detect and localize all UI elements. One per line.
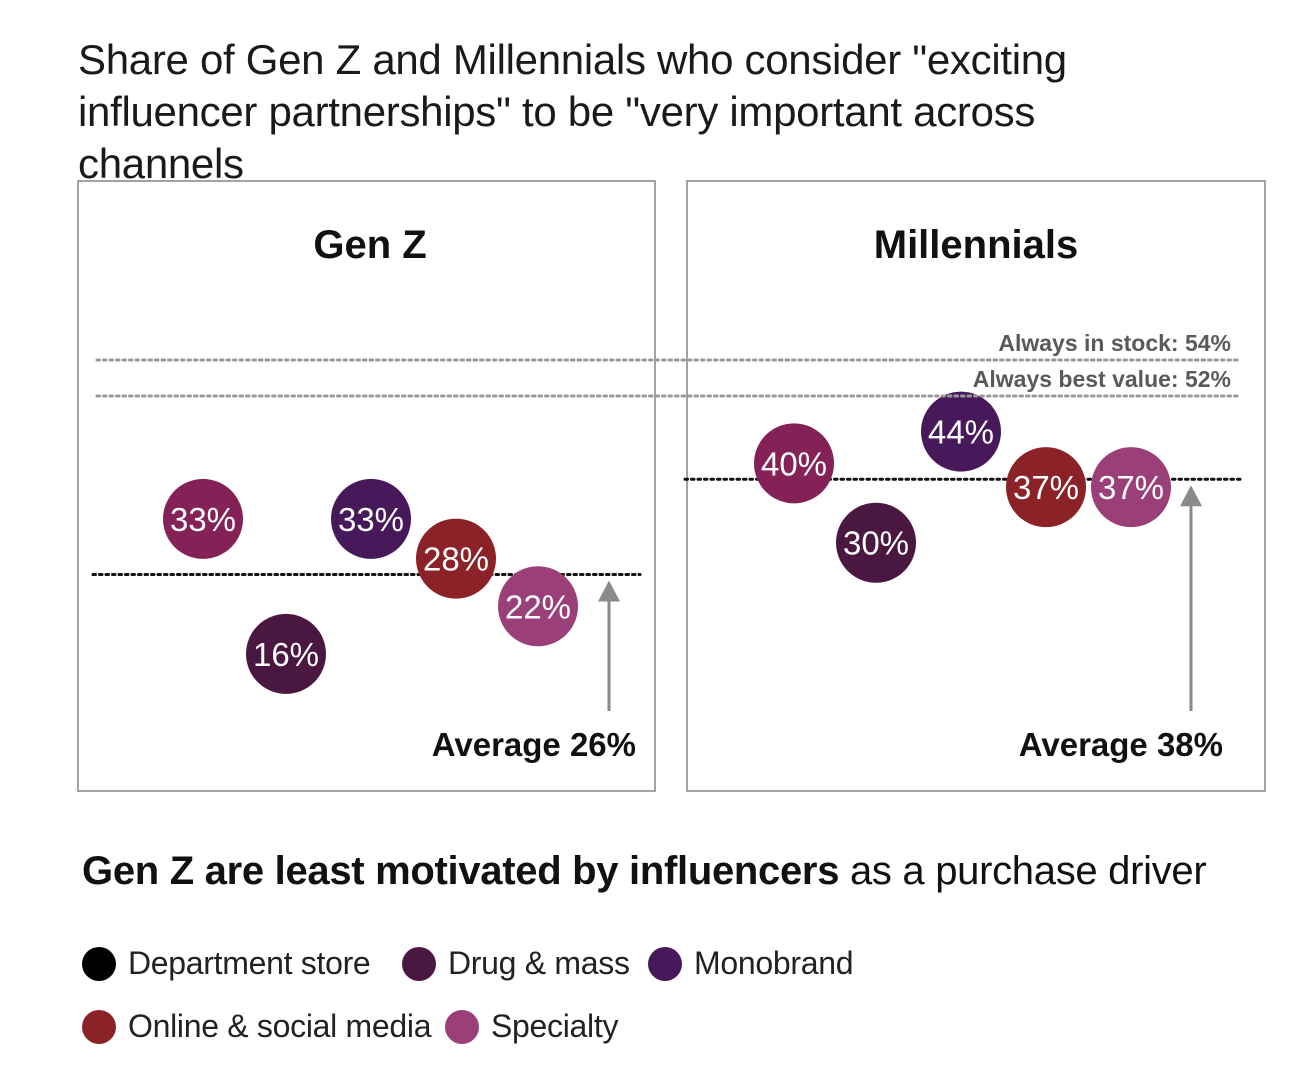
legend-item: Department store	[82, 945, 371, 982]
legend-label: Drug & mass	[448, 945, 630, 981]
legend-swatch	[82, 1009, 116, 1044]
legend-swatch	[445, 1009, 479, 1044]
data-point	[498, 566, 578, 647]
data-label: 22%	[505, 588, 571, 625]
data-label: 28%	[423, 541, 489, 578]
chart-title: Share of Gen Z and Millennials who consi…	[78, 36, 1067, 187]
legend-swatch	[648, 946, 682, 981]
legend-item: Specialty	[445, 1008, 618, 1045]
panel-title: Gen Z	[313, 223, 426, 267]
average-arrow-head	[598, 580, 620, 602]
data-point	[331, 478, 411, 559]
panel-title: Millennials	[874, 223, 1079, 267]
legend-swatch	[82, 946, 116, 981]
panel-frame	[686, 180, 1266, 792]
data-label: 33%	[170, 501, 236, 538]
data-point	[246, 613, 326, 694]
legend-item: Monobrand	[648, 945, 854, 982]
data-point	[836, 502, 916, 583]
average-label: Average 26%	[432, 726, 636, 763]
legend-label: Online & social media	[128, 1008, 432, 1044]
data-point	[1006, 447, 1086, 528]
data-label: 16%	[253, 636, 319, 673]
legend-item: Online & social media	[82, 1008, 431, 1045]
headline: Gen Z are least motivated by influencers…	[82, 846, 1207, 896]
panel-frame	[77, 180, 656, 792]
reference-label: Always in stock: 54%	[998, 330, 1231, 356]
data-label: 30%	[843, 525, 909, 562]
average-label: Average 38%	[1019, 726, 1223, 763]
data-point	[921, 391, 1001, 472]
data-point	[1091, 447, 1171, 528]
headline-bold: Gen Z are least motivated by influencers	[82, 849, 840, 893]
legend-label: Department store	[128, 945, 371, 981]
data-label: 37%	[1013, 469, 1079, 506]
legend-swatch	[402, 946, 436, 981]
legend-label: Monobrand	[694, 945, 854, 981]
data-point	[416, 518, 496, 599]
legend-item: Drug & mass	[402, 945, 630, 982]
reference-label: Always best value: 52%	[973, 366, 1231, 392]
data-label: 33%	[338, 501, 404, 538]
data-label: 44%	[928, 414, 994, 451]
average-arrow-head	[1180, 485, 1202, 507]
data-point	[163, 478, 243, 559]
data-label: 40%	[761, 445, 827, 482]
data-point	[754, 423, 834, 504]
headline-rest: as a purchase driver	[839, 849, 1207, 893]
data-label: 37%	[1098, 469, 1164, 506]
legend-label: Specialty	[491, 1008, 619, 1044]
